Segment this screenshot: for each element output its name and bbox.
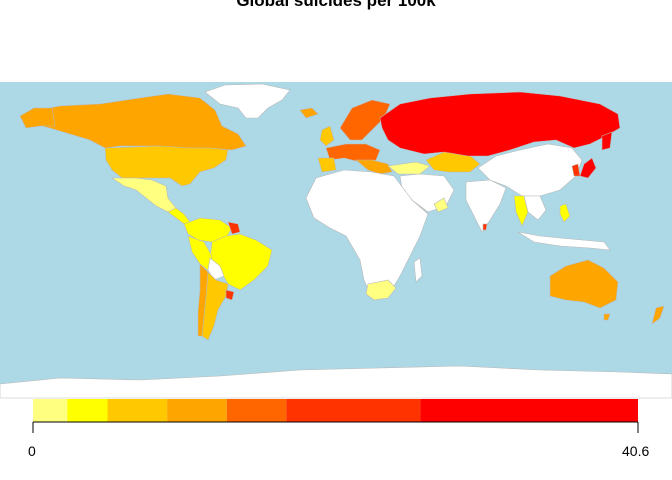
legend-swatch: [286, 399, 421, 422]
country-iceland: [299, 107, 319, 119]
country-greenland: [204, 83, 291, 119]
country-tasmania: [603, 313, 611, 321]
legend-max-label: 40.6: [622, 443, 650, 459]
country-western-europe: [325, 143, 381, 163]
country-bolivia: [207, 257, 225, 281]
country-thailand: [513, 195, 529, 227]
country-indochina: [523, 195, 547, 221]
country-uk: [319, 125, 335, 147]
legend-swatch: [420, 399, 638, 422]
map-title: Global suicides per 100k: [236, 0, 436, 10]
country-italy-balkans: [355, 159, 393, 175]
country-chile: [197, 263, 209, 337]
legend-swatch: [226, 399, 287, 422]
country-new-zealand: [651, 305, 665, 325]
color-scale-legend: [33, 399, 638, 422]
country-russia: [379, 91, 621, 157]
country-usa-alaska: [19, 107, 56, 129]
legend-swatch: [67, 399, 108, 422]
country-oman-yemen: [433, 197, 449, 213]
country-usa: [104, 145, 229, 187]
legend-swatch: [33, 399, 68, 422]
country-south-africa: [365, 279, 397, 301]
country-kamchatka: [601, 131, 613, 151]
country-madagascar: [413, 257, 423, 283]
country-iberia: [317, 157, 337, 173]
country-guyana: [227, 221, 241, 235]
country-uruguay: [225, 289, 235, 301]
country-japan: [579, 157, 597, 179]
country-turkey: [387, 161, 431, 175]
country-australia: [549, 259, 619, 309]
country-antarctica: [0, 365, 672, 399]
country-philippines: [559, 203, 571, 223]
legend-swatch: [107, 399, 168, 422]
country-korea: [571, 163, 581, 177]
country-indonesia: [517, 231, 611, 251]
country-india: [465, 179, 507, 233]
country-canada: [29, 93, 247, 151]
legend-swatch: [167, 399, 227, 422]
legend-min-label: 0: [28, 443, 36, 459]
country-sri-lanka: [482, 223, 488, 231]
